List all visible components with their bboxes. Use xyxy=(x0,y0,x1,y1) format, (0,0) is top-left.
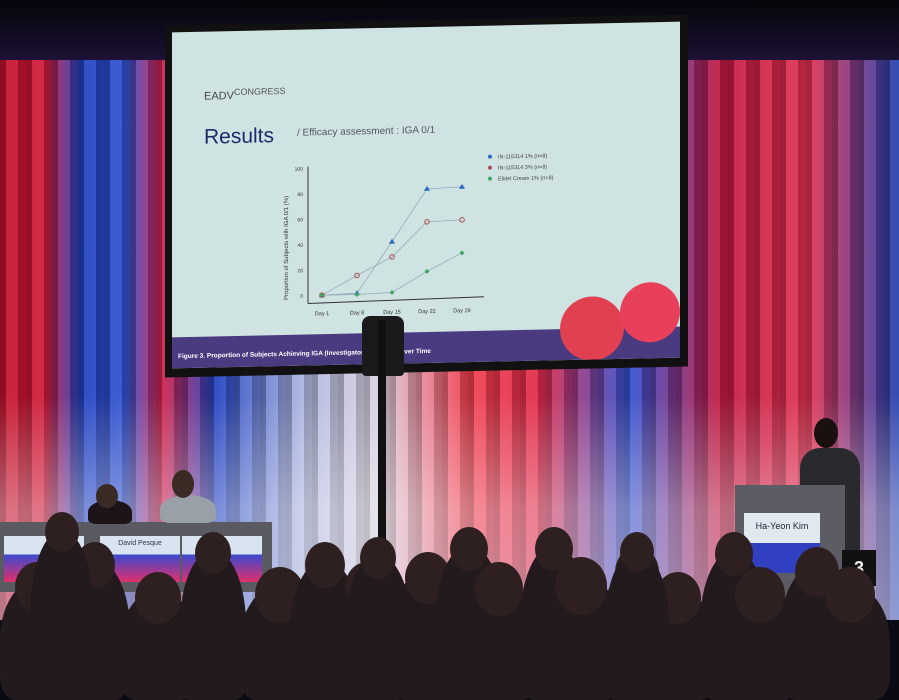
panelist xyxy=(160,495,216,523)
congress-label: CONGRESS xyxy=(234,86,286,97)
y-tick-label: 40 xyxy=(297,243,303,249)
slide-title: Results xyxy=(204,124,274,148)
audience-head xyxy=(135,572,181,624)
audience-head xyxy=(475,562,523,616)
audience-head xyxy=(45,512,79,552)
data-point xyxy=(459,250,465,256)
data-point xyxy=(389,254,395,260)
audience-head xyxy=(360,537,396,579)
data-point xyxy=(424,185,430,191)
data-point xyxy=(319,292,325,298)
legend-marker xyxy=(488,154,492,159)
data-point xyxy=(459,217,465,223)
audience-head xyxy=(620,532,654,572)
audience-member xyxy=(605,550,669,700)
data-point xyxy=(354,291,360,297)
x-tick-label: Day 22 xyxy=(418,309,435,315)
series-line xyxy=(321,219,463,296)
data-point xyxy=(389,238,395,244)
audience-head xyxy=(450,527,488,571)
data-point xyxy=(424,219,430,225)
x-tick-label: Day 29 xyxy=(453,308,470,314)
audience-member xyxy=(30,530,94,700)
audience-head xyxy=(195,532,231,574)
slide-decoration xyxy=(620,282,680,343)
data-point xyxy=(424,268,430,274)
audience-head xyxy=(735,567,785,623)
y-axis-label: Proportion of Subjects with IGA 0/1 (%) xyxy=(284,196,290,300)
panelist-head xyxy=(172,470,194,498)
slide-decoration xyxy=(560,296,624,361)
x-tick-label: Day 1 xyxy=(315,311,329,317)
panelist-head xyxy=(96,484,118,508)
caption-bar xyxy=(172,326,680,369)
audience-head xyxy=(825,567,875,623)
y-tick-label: 60 xyxy=(297,217,303,223)
data-point xyxy=(459,183,465,189)
monitor-name: David Pesque xyxy=(118,540,162,547)
data-point xyxy=(354,272,360,279)
audience-head xyxy=(305,542,345,588)
slide-chart: EADV CONGRESS Results / Efficacy assessm… xyxy=(172,86,680,369)
legend-label: Elidel Cream 1% (n=8) xyxy=(498,175,554,182)
camera-stand xyxy=(378,320,386,674)
y-tick-label: 80 xyxy=(297,192,303,198)
legend-label: IN-115314 1% (n=8) xyxy=(498,153,547,160)
slide-subtitle: / Efficacy assessment : IGA 0/1 xyxy=(297,125,436,139)
presentation-slide: EADV CONGRESS Results / Efficacy assessm… xyxy=(172,21,680,369)
audience-head xyxy=(715,532,753,576)
x-tick-label: Day 8 xyxy=(350,310,364,316)
legend-label: IN-115314 3% (n=8) xyxy=(498,164,547,171)
y-tick-label: 0 xyxy=(300,294,303,300)
speaker-name: Ha-Yeon Kim xyxy=(755,521,809,531)
y-tick-label: 20 xyxy=(297,268,303,274)
legend-marker xyxy=(488,165,492,170)
data-point xyxy=(389,289,395,295)
audience-head xyxy=(555,557,607,615)
x-tick-label: Day 15 xyxy=(383,310,400,316)
x-axis xyxy=(307,296,485,304)
y-tick-label: 100 xyxy=(295,167,304,173)
eadv-logo: EADV xyxy=(204,90,235,103)
legend-marker xyxy=(488,176,492,181)
